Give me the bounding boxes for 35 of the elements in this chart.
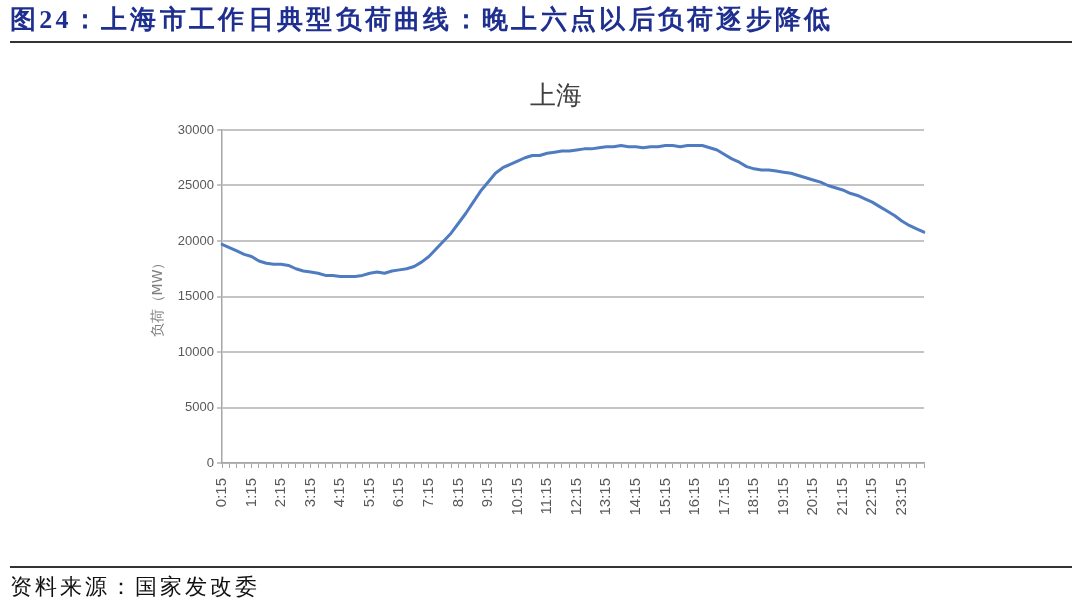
y-axis-title: 负荷（MW） bbox=[149, 255, 166, 338]
x-tick-label: 8:15 bbox=[448, 478, 466, 508]
x-tick-label: 6:15 bbox=[389, 478, 407, 508]
chart-subtitle: 上海 bbox=[529, 79, 583, 112]
x-tick-label: 4:15 bbox=[330, 478, 348, 508]
x-tick-label: 2:15 bbox=[271, 478, 289, 508]
x-tick-label: 17:15 bbox=[714, 478, 732, 516]
x-tick-label: 5:15 bbox=[359, 478, 377, 508]
x-tick-label: 13:15 bbox=[596, 478, 614, 516]
x-tick-label: 21:15 bbox=[832, 478, 850, 516]
x-tick-label: 0:15 bbox=[212, 478, 230, 508]
x-tick-label: 22:15 bbox=[862, 478, 880, 516]
x-tick-label: 12:15 bbox=[566, 478, 584, 516]
x-tick-label: 14:15 bbox=[625, 478, 643, 516]
y-tick-label: 30000 bbox=[177, 121, 214, 137]
x-tick-label: 19:15 bbox=[773, 478, 791, 516]
text: 资料来源：国家发改委 bbox=[10, 573, 260, 601]
y-tick-label: 0 bbox=[206, 454, 214, 470]
x-tick-label: 7:15 bbox=[419, 478, 437, 508]
x-tick-label: 10:15 bbox=[507, 478, 525, 516]
x-tick-label: 3:15 bbox=[300, 478, 318, 508]
y-tick-label: 20000 bbox=[177, 232, 214, 248]
x-tick-label: 15:15 bbox=[655, 478, 673, 516]
y-tick-label: 25000 bbox=[177, 177, 214, 193]
x-tick-label: 23:15 bbox=[891, 478, 909, 516]
y-tick-label: 5000 bbox=[185, 399, 214, 415]
y-tick-label: 10000 bbox=[177, 343, 214, 359]
chart-title: 图24：上海市工作日典型负荷曲线：晚上六点以后负荷逐步降低 bbox=[10, 4, 834, 36]
y-tick-label: 15000 bbox=[177, 288, 214, 304]
x-tick-label: 20:15 bbox=[803, 478, 821, 516]
x-tick-label: 11:15 bbox=[537, 478, 555, 515]
x-tick-label: 18:15 bbox=[744, 478, 762, 516]
x-tick-label: 16:15 bbox=[685, 478, 703, 516]
x-tick-label: 1:15 bbox=[241, 478, 259, 508]
x-tick-label: 9:15 bbox=[478, 478, 496, 508]
